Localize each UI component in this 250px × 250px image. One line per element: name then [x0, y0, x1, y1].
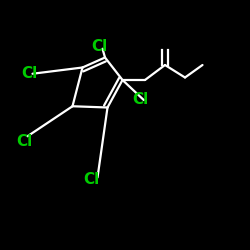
- Text: Cl: Cl: [91, 39, 108, 54]
- Text: Cl: Cl: [16, 134, 32, 149]
- Text: Cl: Cl: [84, 172, 100, 188]
- Text: Cl: Cl: [132, 92, 149, 108]
- Text: Cl: Cl: [21, 66, 38, 81]
